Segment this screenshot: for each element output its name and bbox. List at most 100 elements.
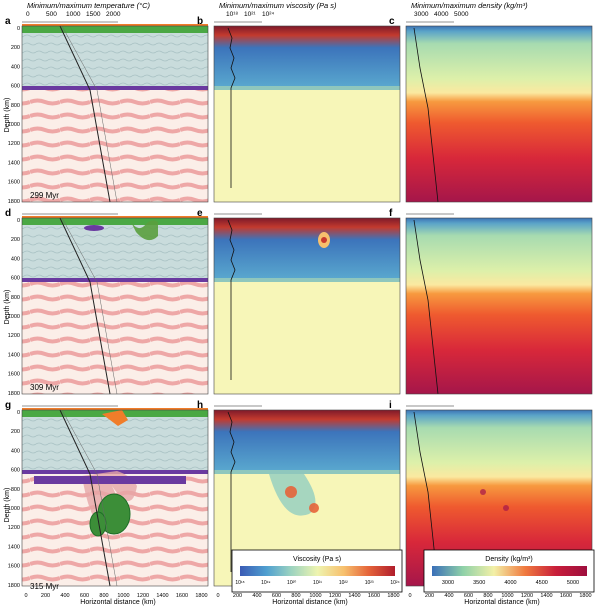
time-label-row2: 309 Myr bbox=[30, 383, 59, 392]
x-tick-label: 1800 bbox=[387, 593, 399, 599]
viscosity-tick-label: 10²¹ bbox=[313, 580, 322, 586]
x-tick-label: 200 bbox=[233, 593, 242, 599]
viscosity-tick-label: 10¹⁸ bbox=[235, 580, 244, 586]
panel-letter-a: a bbox=[5, 16, 11, 27]
depth-tick-label: 1000 bbox=[8, 122, 20, 128]
xlabel-col2: Horizontal distance (km) bbox=[272, 599, 347, 606]
density-tick-label: 3500 bbox=[473, 580, 485, 586]
panel-d: d0 200 400 600 800 1000 1200 1400 1600 1800 bbox=[5, 208, 209, 397]
x-tick-label: 800 bbox=[483, 593, 492, 599]
depth-tick-label: 1400 bbox=[8, 352, 20, 358]
viscosity-tick-label: 10²⁰ bbox=[287, 580, 296, 586]
xlabel-col3: Horizontal distance (km) bbox=[464, 599, 539, 606]
depth-tick-label: 1400 bbox=[8, 544, 20, 550]
visc-tick-21: 10²¹ bbox=[244, 11, 256, 18]
x-tick-label: 400 bbox=[60, 593, 69, 599]
panel-f: f bbox=[389, 208, 593, 395]
x-tick-label: 800 bbox=[99, 593, 108, 599]
x-tick-label: 1800 bbox=[195, 593, 207, 599]
panel-letter-g: g bbox=[5, 400, 11, 411]
panel-letter-e: e bbox=[197, 208, 203, 219]
depth-tick-label: 1000 bbox=[8, 506, 20, 512]
x-tick-label: 600 bbox=[80, 593, 89, 599]
viscosity-colorbar-title: Viscosity (Pa s) bbox=[293, 556, 341, 563]
dens-tick-5000: 5000 bbox=[454, 11, 469, 18]
depth-tick-label: 600 bbox=[11, 468, 20, 474]
x-tick-label: 1200 bbox=[329, 593, 341, 599]
temp-tick-2000: 2000 bbox=[106, 11, 121, 18]
viscosity-tick-label: 10²² bbox=[339, 580, 348, 586]
depth-tick-label: 200 bbox=[11, 237, 20, 243]
depth-tick-label: 1000 bbox=[8, 314, 20, 320]
depth-tick-label: 600 bbox=[11, 84, 20, 90]
depth-tick-label: 800 bbox=[11, 487, 20, 493]
panel-letter-f: f bbox=[389, 208, 393, 219]
panel-b: b bbox=[197, 16, 401, 203]
panel-letter-d: d bbox=[5, 208, 11, 219]
viscosity-tick-label: 10²³ bbox=[365, 580, 374, 586]
panel-c: c bbox=[389, 16, 593, 203]
density-tick-label: 3000 bbox=[442, 580, 454, 586]
density-tick-label: 5000 bbox=[567, 580, 579, 586]
dens-tick-3000: 3000 bbox=[414, 11, 429, 18]
x-tick-label: 1400 bbox=[348, 593, 360, 599]
viscosity-tick-label: 10¹⁹ bbox=[261, 580, 270, 586]
depth-tick-label: 800 bbox=[11, 103, 20, 109]
visc-tick-24: 10²⁴ bbox=[262, 11, 274, 18]
depth-tick-label: 200 bbox=[11, 45, 20, 51]
depth-tick-label: 1200 bbox=[8, 525, 20, 531]
panel-letter-b: b bbox=[197, 16, 203, 27]
visc-tick-18: 10¹⁸ bbox=[226, 11, 238, 18]
x-tick-label: 400 bbox=[252, 593, 261, 599]
depth-tick-label: 0 bbox=[17, 218, 20, 224]
temp-tick-1500: 1500 bbox=[86, 11, 101, 18]
depth-tick-label: 400 bbox=[11, 256, 20, 262]
depth-label-row3: Depth (km) bbox=[4, 488, 11, 523]
density-tick-label: 4000 bbox=[504, 580, 516, 586]
depth-tick-label: 1600 bbox=[8, 564, 20, 570]
x-tick-label: 0 bbox=[24, 593, 27, 599]
depth-tick-label: 1200 bbox=[8, 141, 20, 147]
dens-tick-4000: 4000 bbox=[434, 11, 449, 18]
time-label-row3: 315 Myr bbox=[30, 582, 59, 591]
x-tick-label: 1800 bbox=[579, 593, 591, 599]
depth-tick-label: 1400 bbox=[8, 160, 20, 166]
x-tick-label: 1000 bbox=[117, 593, 129, 599]
density-tick-label: 4500 bbox=[536, 580, 548, 586]
xlabel-col1: Horizontal distance (km) bbox=[80, 599, 155, 606]
x-tick-label: 800 bbox=[291, 593, 300, 599]
x-tick-label: 1600 bbox=[560, 593, 572, 599]
x-tick-label: 200 bbox=[425, 593, 434, 599]
col3-header: Minimum/maximum density (kg/m³) bbox=[411, 1, 528, 10]
depth-tick-label: 400 bbox=[11, 448, 20, 454]
depth-tick-label: 1600 bbox=[8, 180, 20, 186]
depth-tick-label: 0 bbox=[17, 26, 20, 32]
x-tick-label: 1200 bbox=[521, 593, 533, 599]
depth-tick-label: 1200 bbox=[8, 333, 20, 339]
x-tick-label: 1000 bbox=[309, 593, 321, 599]
x-tick-label: 1600 bbox=[176, 593, 188, 599]
x-tick-label: 1000 bbox=[501, 593, 513, 599]
col2-header: Minimum/maximum viscosity (Pa s) bbox=[219, 1, 337, 10]
viscosity-colorbar: Viscosity (Pa s) 10¹⁸ 10¹⁹ 10²⁰ 10²¹ 10²² 10²… bbox=[231, 549, 403, 593]
x-tick-label: 1400 bbox=[156, 593, 168, 599]
density-colorbar-title: Density (kg/m³) bbox=[485, 556, 532, 563]
x-tick-label: 0 bbox=[216, 593, 219, 599]
density-colorbar-gradient bbox=[432, 566, 587, 576]
panel-letter-i: i bbox=[389, 400, 392, 411]
x-tick-label: 600 bbox=[464, 593, 473, 599]
depth-label-row1: Depth (km) bbox=[4, 98, 11, 133]
col1-header: Minimum/maximum temperature (°C) bbox=[27, 1, 151, 10]
x-tick-label: 0 bbox=[408, 593, 411, 599]
temp-tick-1000: 1000 bbox=[66, 11, 81, 18]
depth-tick-label: 1800 bbox=[8, 199, 20, 205]
x-tick-label: 600 bbox=[272, 593, 281, 599]
x-tick-label: 200 bbox=[41, 593, 50, 599]
viscosity-tick-label: 10²⁴ bbox=[390, 580, 399, 586]
viscosity-colorbar-gradient bbox=[240, 566, 395, 576]
temp-tick-500: 500 bbox=[46, 11, 57, 18]
depth-tick-label: 0 bbox=[17, 410, 20, 416]
depth-tick-label: 1800 bbox=[8, 391, 20, 397]
depth-tick-label: 1800 bbox=[8, 583, 20, 589]
